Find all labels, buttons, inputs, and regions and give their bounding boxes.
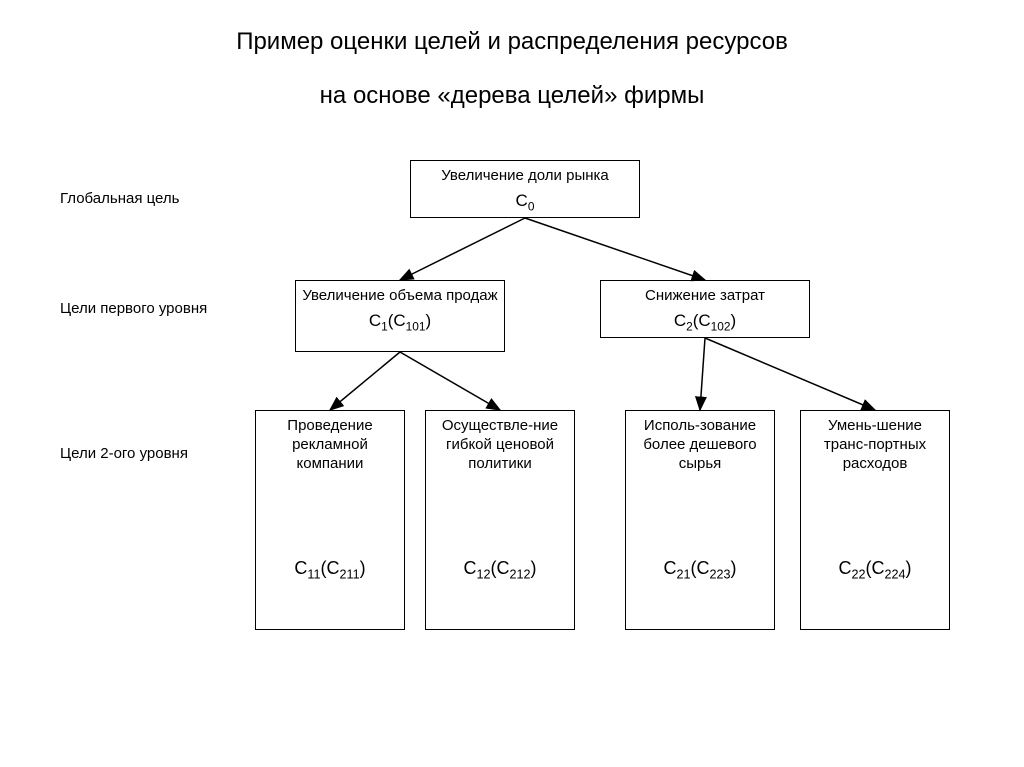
node-c21-text: Исполь-зование более дешевого сырья: [630, 417, 770, 517]
node-c21: Исполь-зование более дешевого сырья C21(…: [625, 410, 775, 630]
node-c1-code: C1(C101): [300, 310, 500, 334]
node-c22-code: C22(C224): [805, 557, 945, 583]
level2-label: Цели 2-ого уровня: [60, 445, 188, 462]
node-c12-text: Осуществле-ние гибкой ценовой политики: [430, 417, 570, 517]
diagram-canvas: Пример оценки целей и распределения ресу…: [0, 0, 1024, 767]
node-c11-code: C11(C211): [260, 557, 400, 583]
title-line-1: Пример оценки целей и распределения ресу…: [0, 28, 1024, 56]
node-root-text: Увеличение доли рынка: [415, 167, 635, 186]
node-c1-text: Увеличение объема продаж: [300, 287, 500, 306]
node-c1: Увеличение объема продаж C1(C101): [295, 280, 505, 352]
edge-c1-c12: [400, 352, 500, 410]
node-c2: Снижение затрат C2(C102): [600, 280, 810, 338]
edges-layer: [0, 0, 1024, 767]
edge-c1-c11: [330, 352, 400, 410]
node-c11-text: Проведение рекламной компании: [260, 417, 400, 517]
edge-root-c2: [525, 218, 705, 280]
level1-label: Цели первого уровня: [60, 300, 207, 317]
edge-c2-c22: [705, 338, 875, 410]
node-c2-text: Снижение затрат: [605, 287, 805, 306]
level0-label: Глобальная цель: [60, 190, 179, 207]
node-c21-code: C21(C223): [630, 557, 770, 583]
node-c2-code: C2(C102): [605, 310, 805, 334]
node-root-code: C0: [415, 190, 635, 214]
edge-root-c1: [400, 218, 525, 280]
node-c12-code: C12(C212): [430, 557, 570, 583]
node-c11: Проведение рекламной компании C11(C211): [255, 410, 405, 630]
title-line-2: на основе «дерева целей» фирмы: [0, 82, 1024, 110]
edge-c2-c21: [700, 338, 705, 410]
node-c22-text: Умень-шение транс-портных расходов: [805, 417, 945, 517]
node-root: Увеличение доли рынка C0: [410, 160, 640, 218]
node-c22: Умень-шение транс-портных расходов C22(C…: [800, 410, 950, 630]
node-c12: Осуществле-ние гибкой ценовой политики C…: [425, 410, 575, 630]
